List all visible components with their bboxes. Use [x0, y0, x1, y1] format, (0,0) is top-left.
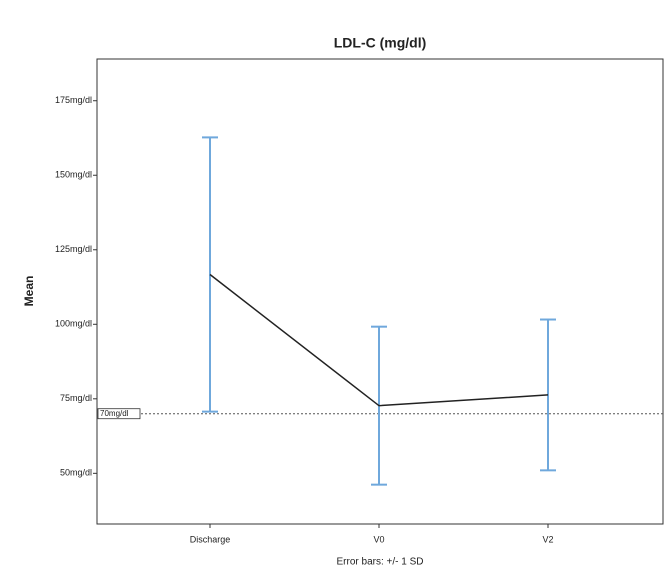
chart-title: LDL-C (mg/dl) — [334, 35, 427, 51]
y-axis-label: Mean — [22, 276, 36, 307]
mean-line — [209, 273, 549, 407]
y-tick-label: 125mg/dl — [55, 244, 92, 254]
x-tick-label: V2 — [542, 534, 553, 544]
y-tick-label: 150mg/dl — [55, 170, 92, 180]
plot-frame — [96, 58, 664, 525]
y-tick-label: 175mg/dl — [55, 95, 92, 105]
y-tick-label: 75mg/dl — [60, 393, 92, 403]
reference-label: 70mg/dl — [100, 409, 129, 418]
x-tick-label: Discharge — [190, 534, 231, 544]
y-tick-label: 100mg/dl — [55, 319, 92, 329]
reference-label-box — [97, 408, 141, 420]
x-tick-label: V0 — [373, 534, 384, 544]
footnote: Error bars: +/- 1 SD — [337, 557, 424, 568]
y-tick-label: 50mg/dl — [60, 468, 92, 478]
